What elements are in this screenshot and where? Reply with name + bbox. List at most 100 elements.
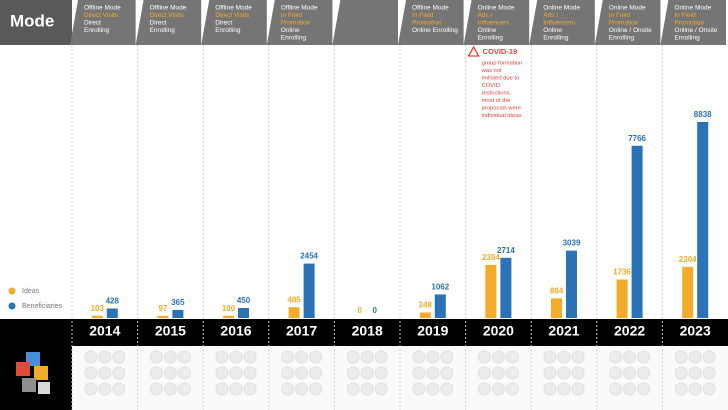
flag-placeholder — [309, 366, 323, 380]
flag-placeholder — [637, 382, 651, 396]
bar — [223, 315, 234, 318]
flag-placeholder — [112, 350, 126, 364]
flag-placeholder — [177, 350, 191, 364]
header-mode: Offline Mode — [150, 5, 187, 12]
header-enrolling: Enrolling — [674, 35, 700, 42]
title: Mode — [10, 11, 54, 30]
value-label: 248 — [419, 301, 433, 310]
header-enrolling: Direct — [215, 20, 232, 27]
flag-placeholder — [609, 382, 623, 396]
flag-placeholder — [281, 382, 295, 396]
flag-placeholder — [571, 382, 585, 396]
value-label: 1062 — [431, 283, 449, 292]
column-header — [398, 0, 464, 45]
flag-placeholder — [281, 366, 295, 380]
year-band — [0, 319, 728, 346]
flag-placeholder — [229, 382, 243, 396]
bar — [303, 263, 315, 318]
header-enrolling: Online Enrolling — [412, 27, 458, 34]
flag-placeholder — [346, 366, 360, 380]
flag-placeholder — [571, 350, 585, 364]
flag-placeholder — [412, 382, 426, 396]
flag-placeholder — [623, 350, 637, 364]
flag-placeholder — [426, 382, 440, 396]
logo — [0, 346, 72, 410]
warning-icon — [467, 45, 480, 57]
flag-placeholder — [243, 350, 257, 364]
flag-placeholder — [557, 350, 571, 364]
value-label: 103 — [91, 304, 105, 313]
flag-placeholder — [505, 350, 519, 364]
bar — [157, 315, 169, 318]
annotation-line: individual ideas. — [482, 113, 524, 119]
logo-cube — [22, 378, 36, 392]
header-enrolling: Enrolling — [215, 27, 241, 34]
header-enrolling: Online / Onsite — [609, 27, 652, 34]
flag-placeholder — [309, 382, 323, 396]
header-enrolling: Online / Onsite — [674, 27, 717, 34]
value-label: 2454 — [300, 252, 318, 261]
title-box — [0, 0, 72, 45]
annotation-title: COVID-19 — [483, 47, 518, 56]
year-label: 2020 — [483, 323, 514, 339]
flag-placeholder — [440, 366, 454, 380]
year-label: 2017 — [286, 323, 317, 339]
flag-placeholder — [412, 350, 426, 364]
value-label: 0 — [372, 306, 377, 315]
flag-placeholder — [637, 366, 651, 380]
header-enrolling: Enrolling — [150, 27, 176, 34]
value-label: 97 — [158, 304, 167, 313]
annotation-line: restrictions, — [482, 91, 512, 97]
value-label: 0 — [357, 306, 362, 315]
flag-placeholder — [374, 366, 388, 380]
flag-placeholder — [295, 350, 309, 364]
flag-placeholder — [346, 350, 360, 364]
column-header — [463, 0, 530, 45]
header-enrolling: Enrolling — [281, 35, 307, 42]
flag-placeholder — [491, 366, 505, 380]
flag-placeholder — [702, 382, 716, 396]
flag-placeholder — [243, 382, 257, 396]
annotation-line: enlisted due to — [482, 76, 520, 82]
header-channel: Direct Visits — [150, 12, 185, 19]
flag-placeholder — [426, 350, 440, 364]
value-label: 2714 — [497, 246, 515, 255]
year-label: 2022 — [614, 323, 645, 339]
header-mode: Offline Mode — [281, 5, 318, 12]
header-mode: Offline Mode — [215, 5, 252, 12]
bar — [697, 122, 709, 318]
flag-placeholder — [149, 366, 163, 380]
flag-placeholder — [543, 366, 557, 380]
flag-placeholder — [674, 382, 688, 396]
flag-placeholder — [309, 350, 323, 364]
logo-cube — [38, 382, 50, 394]
header-channel: Ads / — [478, 12, 493, 19]
flag-placeholder — [557, 382, 571, 396]
header-channel: Promotion — [674, 20, 704, 27]
flag-placeholder — [374, 350, 388, 364]
flag-placeholder — [84, 350, 98, 364]
flag-placeholder — [346, 382, 360, 396]
flag-placeholder — [84, 366, 98, 380]
value-label: 100 — [222, 304, 236, 313]
header-mode: Online Mode — [543, 5, 580, 12]
flag-placeholder — [295, 366, 309, 380]
flag-placeholder — [477, 382, 491, 396]
legend-swatch — [8, 302, 16, 310]
header-enrolling: Direct — [150, 20, 167, 27]
value-label: 428 — [106, 297, 120, 306]
flag-placeholder — [688, 350, 702, 364]
flag-placeholder — [163, 382, 177, 396]
flag-placeholder — [674, 350, 688, 364]
bar — [682, 266, 694, 318]
bar — [419, 312, 431, 318]
bar — [172, 309, 184, 318]
header-mode: Online Mode — [478, 5, 515, 12]
flag-placeholder — [149, 382, 163, 396]
flag-placeholder — [84, 382, 98, 396]
header-enrolling: Online — [281, 27, 300, 34]
value-label: 2394 — [482, 253, 500, 262]
header-enrolling: Online — [478, 27, 497, 34]
annotation-line: proposals were — [482, 106, 521, 112]
header-mode: Offline Mode — [412, 5, 449, 12]
